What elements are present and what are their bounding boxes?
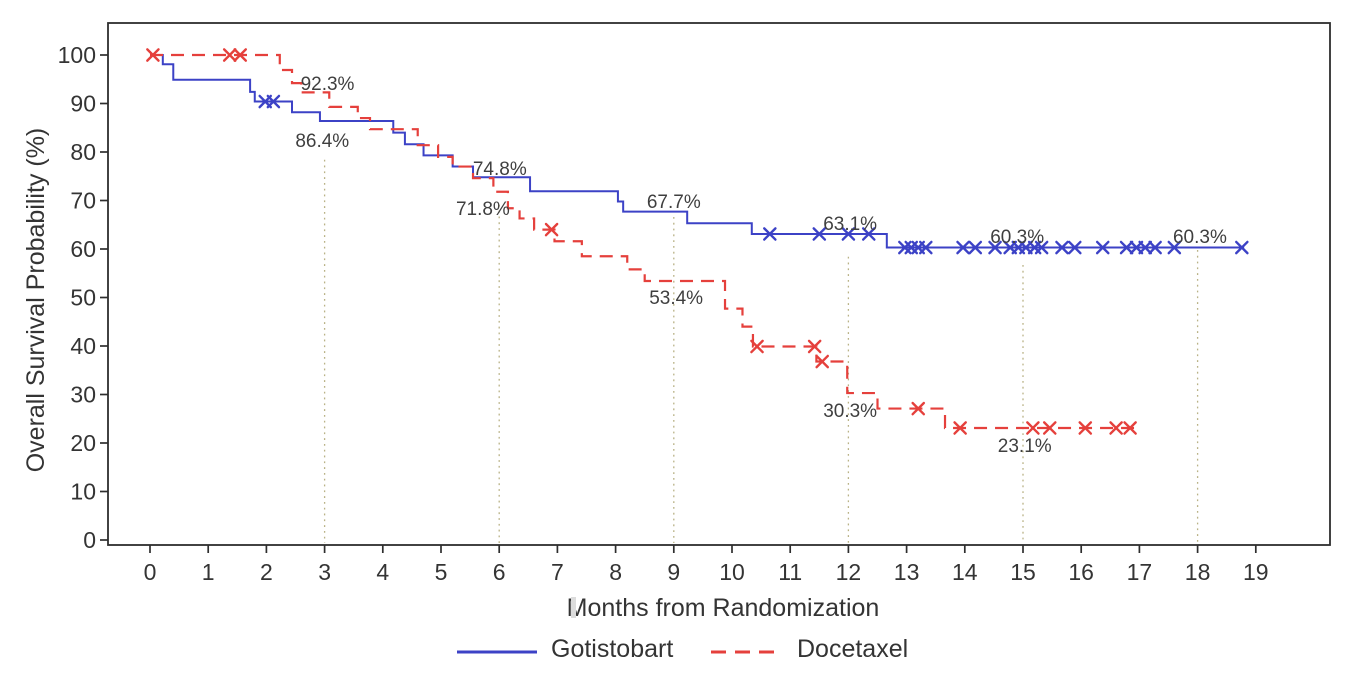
x-axis: 0 1 2 3 4 5 6 7 8 9 10 11 12 13 14 15 16 17 18 19 [144, 545, 1269, 585]
legend-label-docetaxel: Docetaxel [797, 635, 909, 663]
censor-x-icon [1167, 240, 1182, 255]
y-tick-label-80: 80 [70, 139, 96, 165]
annotation-label: 23.1% [998, 436, 1052, 457]
x-tick-label-18: 18 [1185, 559, 1211, 585]
censor-x-icon [1119, 240, 1134, 255]
annotation-label: 60.3% [1173, 227, 1227, 248]
y-tick-label-50: 50 [70, 285, 96, 311]
y-tick-label-70: 70 [70, 188, 96, 214]
y-axis: 0 10 20 30 40 50 60 70 80 90 100 [58, 42, 108, 553]
censor-x-icon [266, 94, 281, 109]
censor-x-icon [1138, 240, 1153, 255]
y-tick-label-30: 30 [70, 382, 96, 408]
legend-label-gotistobart: Gotistobart [551, 635, 674, 663]
series-docetaxel [146, 48, 1140, 435]
x-tick-label-11: 11 [778, 559, 802, 585]
annotation-label: 67.7% [647, 192, 701, 213]
x-tick-label-13: 13 [894, 559, 920, 585]
censor-x-icon [988, 240, 1002, 255]
x-tick-label-16: 16 [1068, 559, 1094, 585]
y-tick-label-20: 20 [70, 430, 96, 456]
y-tick-label-100: 100 [58, 42, 96, 68]
y-axis-title: Overall Survival Probability (%) [22, 127, 50, 473]
censor-x-icon [1034, 240, 1049, 255]
censor-x-icon [1078, 421, 1093, 435]
survival-curve-gotistobart [150, 54, 1245, 249]
censor-x-icon [841, 227, 856, 241]
legend-swatch-gotistobart [457, 650, 537, 654]
censor-x-icon [1109, 421, 1123, 435]
legend-swatch-docetaxel [711, 650, 781, 654]
censor-x-icon [956, 240, 970, 255]
y-tick-label-10: 10 [70, 479, 96, 505]
x-tick-label-15: 15 [1010, 559, 1036, 585]
annotation-label: 53.4% [649, 288, 703, 309]
x-tick-label-9: 9 [667, 559, 680, 585]
censor-x-icon [1148, 240, 1162, 255]
annotation-label: 60.3% [990, 227, 1044, 248]
y-tick-label-60: 60 [70, 236, 96, 262]
x-tick-label-12: 12 [836, 559, 862, 585]
y-tick-label-0: 0 [83, 527, 96, 553]
legend: Gotistobart Docetaxel [0, 634, 1347, 674]
annotation-label: 63.1% [823, 214, 877, 235]
censor-x-icon [1123, 421, 1137, 435]
annotation-label: 74.8% [473, 159, 527, 180]
x-tick-label-0: 0 [144, 559, 157, 585]
survival-curve-docetaxel [150, 53, 1140, 430]
censor-marks-gotistobart [258, 94, 1249, 255]
censor-x-icon [919, 240, 933, 255]
censor-x-icon [1095, 240, 1110, 255]
censor-x-icon [911, 401, 926, 416]
x-tick-label-4: 4 [376, 559, 389, 585]
censor-x-icon [1235, 240, 1249, 255]
drop-lines [323, 159, 1199, 543]
x-tick-label-3: 3 [318, 559, 331, 585]
censor-x-icon [1067, 240, 1082, 255]
censor-x-icon [233, 48, 248, 62]
x-tick-label-7: 7 [551, 559, 564, 585]
x-tick-label-6: 6 [493, 559, 506, 585]
annotations: 92.3% 86.4% 74.8% 71.8% 67.7% 53.4% 63.1% 30.3%… [295, 74, 1227, 457]
x-tick-label-14: 14 [952, 559, 978, 585]
annotation-label: 86.4% [295, 131, 349, 152]
censor-x-icon [953, 421, 967, 435]
censor-x-icon [222, 48, 237, 62]
x-tick-label-8: 8 [609, 559, 622, 585]
censor-x-icon [861, 227, 876, 241]
censor-x-icon [807, 339, 822, 354]
censor-x-icon [815, 354, 830, 369]
x-tick-label-5: 5 [435, 559, 448, 585]
censor-x-icon [146, 48, 160, 62]
censor-x-icon [763, 227, 777, 241]
censor-marks-docetaxel [146, 48, 1137, 435]
x-tick-label-2: 2 [260, 559, 273, 585]
text-cursor-artifact [571, 597, 576, 618]
censor-x-icon [812, 227, 827, 241]
annotation-label: 30.3% [823, 401, 877, 422]
x-axis-title: Months from Randomization [566, 594, 880, 622]
y-tick-label-40: 40 [70, 333, 96, 359]
annotation-label: 92.3% [301, 74, 355, 95]
censor-x-icon [968, 240, 983, 255]
censor-x-icon [1055, 240, 1069, 255]
y-tick-label-90: 90 [70, 91, 96, 117]
annotation-label: 71.8% [456, 199, 510, 220]
series-gotistobart [150, 54, 1249, 255]
x-tick-label-17: 17 [1127, 559, 1153, 585]
x-tick-label-10: 10 [719, 559, 745, 585]
censor-x-icon [1042, 421, 1057, 435]
censor-x-icon [750, 339, 764, 354]
censor-x-icon [1026, 421, 1040, 435]
plot-frame [107, 22, 1331, 546]
x-tick-label-1: 1 [202, 559, 215, 585]
censor-x-icon [544, 222, 559, 237]
x-tick-label-19: 19 [1243, 559, 1269, 585]
